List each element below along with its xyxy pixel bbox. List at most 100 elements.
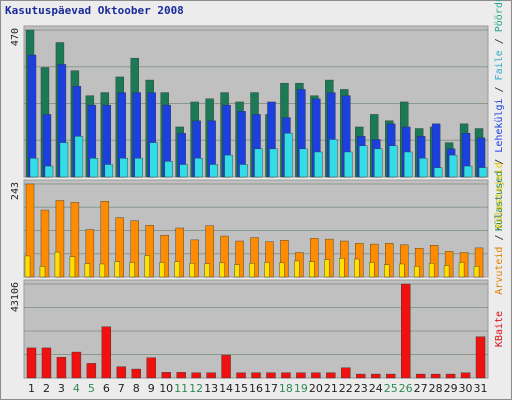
day-label: 12 xyxy=(189,382,203,395)
bar-faile-day-18 xyxy=(284,133,293,178)
bar-külastajaid-day-13 xyxy=(204,263,210,278)
day-label: 10 xyxy=(159,382,173,395)
legend-top: Külastused / Lehekülgi / Faile / Pöördum… xyxy=(494,0,505,231)
bar-külastajaid-day-5 xyxy=(84,263,91,278)
y-max-label-top: 470 xyxy=(10,28,21,46)
bar-kbaite-day-18 xyxy=(281,372,291,379)
y-max-label-middle: 243 xyxy=(10,182,21,200)
bar-kbaite-day-29 xyxy=(445,373,456,379)
bar-kbaite-day-7 xyxy=(116,366,127,379)
bar-külastajaid-day-29 xyxy=(443,265,450,278)
bar-kbaite-day-19 xyxy=(296,372,306,379)
bar-külastajaid-day-25 xyxy=(384,264,390,278)
day-label: 30 xyxy=(459,382,473,395)
bar-külastajaid-day-18 xyxy=(279,262,285,278)
bar-kbaite-day-10 xyxy=(161,372,171,379)
bar-külastajaid-day-28 xyxy=(428,263,435,278)
bar-faile-day-28 xyxy=(433,167,443,178)
legend-part: Külastajaid xyxy=(494,162,505,228)
bar-kbaite-day-30 xyxy=(460,372,471,379)
bar-külastajaid-day-23 xyxy=(354,258,360,278)
day-label: 14 xyxy=(219,382,233,395)
bar-kbaite-day-4 xyxy=(71,351,82,379)
bar-faile-day-31 xyxy=(478,167,488,178)
legend-bottom: KBaite xyxy=(494,311,505,347)
legend-part: Arvuteid xyxy=(494,247,505,295)
bar-faile-day-16 xyxy=(254,148,263,178)
bar-külastajaid-day-24 xyxy=(369,262,375,278)
bar-kbaite-day-31 xyxy=(475,336,486,379)
bar-faile-day-1 xyxy=(29,158,39,178)
bar-külastajaid-day-22 xyxy=(339,258,345,278)
day-label: 15 xyxy=(234,382,248,395)
bar-faile-day-12 xyxy=(194,158,203,178)
bar-kbaite-day-24 xyxy=(371,373,381,379)
day-label: 3 xyxy=(58,382,65,395)
bar-külastajaid-day-2 xyxy=(39,266,46,278)
day-label: 17 xyxy=(264,382,278,395)
day-label: 1 xyxy=(28,382,35,395)
legend-part: Faile xyxy=(494,50,505,80)
legend-part: / xyxy=(494,153,505,171)
bar-külastajaid-day-17 xyxy=(264,262,270,278)
bar-kbaite-day-9 xyxy=(146,357,156,379)
bar-külastajaid-day-20 xyxy=(309,261,315,278)
bar-kbaite-day-1 xyxy=(26,347,37,379)
bar-faile-day-29 xyxy=(448,154,458,178)
bar-faile-day-8 xyxy=(134,158,143,178)
bar-kbaite-day-2 xyxy=(41,347,52,379)
bar-kbaite-day-16 xyxy=(251,372,261,379)
bar-kbaite-day-28 xyxy=(430,373,441,379)
legend-part: Lehekülgi xyxy=(494,98,505,152)
bar-külastajaid-day-1 xyxy=(24,255,31,278)
day-label: 8 xyxy=(133,382,140,395)
day-label: 21 xyxy=(324,382,338,395)
day-label: 2 xyxy=(43,382,50,395)
bar-faile-day-23 xyxy=(359,145,368,178)
bar-faile-day-13 xyxy=(209,164,218,178)
bar-külastajaid-day-3 xyxy=(54,251,61,278)
day-label: 23 xyxy=(354,382,368,395)
bar-kbaite-day-14 xyxy=(221,354,231,379)
day-label: 27 xyxy=(414,382,428,395)
bar-faile-day-3 xyxy=(59,142,69,178)
day-label: 31 xyxy=(474,382,488,395)
day-label: 18 xyxy=(279,382,293,395)
day-label: 7 xyxy=(118,382,125,395)
day-label: 22 xyxy=(339,382,353,395)
bar-faile-day-11 xyxy=(179,164,188,178)
bar-külastajaid-day-15 xyxy=(234,264,240,278)
bar-faile-day-20 xyxy=(314,151,323,178)
day-label: 9 xyxy=(148,382,155,395)
bar-faile-day-24 xyxy=(374,148,383,178)
bar-külastajaid-day-12 xyxy=(189,263,195,278)
day-label: 5 xyxy=(88,382,95,395)
bar-kbaite-day-8 xyxy=(131,368,141,379)
bar-faile-day-14 xyxy=(224,154,233,178)
bar-külastajaid-day-8 xyxy=(129,262,135,278)
bar-faile-day-9 xyxy=(149,142,158,178)
day-label: 26 xyxy=(399,382,413,395)
bar-kbaite-day-20 xyxy=(311,372,321,379)
bar-faile-day-27 xyxy=(418,158,428,178)
legend-middle: Arvuteid / Külastajaid xyxy=(494,162,505,294)
bar-kbaite-day-27 xyxy=(415,373,426,379)
chart-bars xyxy=(24,29,488,379)
day-label: 13 xyxy=(204,382,218,395)
day-label: 24 xyxy=(369,382,383,395)
bar-külastajaid-day-27 xyxy=(413,266,420,278)
bar-külastajaid-day-7 xyxy=(114,261,121,278)
bar-kbaite-day-22 xyxy=(341,367,351,379)
bar-faile-day-7 xyxy=(119,158,129,178)
day-label: 16 xyxy=(249,382,263,395)
legend-part: / xyxy=(494,229,505,247)
bar-faile-day-25 xyxy=(389,145,398,178)
day-label: 11 xyxy=(174,382,188,395)
bar-faile-day-19 xyxy=(299,148,308,178)
bar-kbaite-day-12 xyxy=(191,372,201,379)
chart-panels xyxy=(23,25,489,379)
legend-part: KBaite xyxy=(494,311,505,347)
bar-külastajaid-day-16 xyxy=(249,263,255,278)
bar-kbaite-day-23 xyxy=(356,373,366,379)
